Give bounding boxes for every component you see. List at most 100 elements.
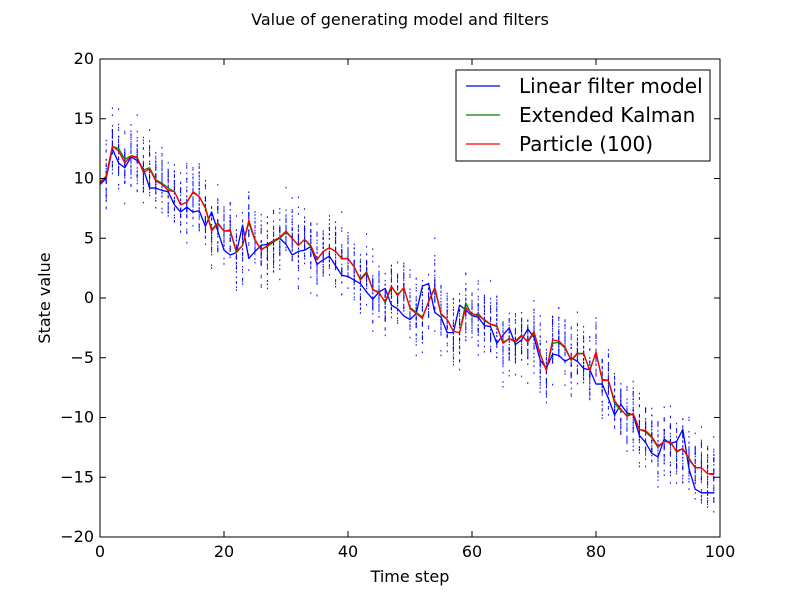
particle-sample-point — [192, 182, 194, 185]
particle-sample-point — [248, 197, 250, 199]
particle-sample-point — [359, 308, 361, 310]
particle-sample-point — [545, 392, 547, 394]
particle-sample-point — [626, 422, 628, 425]
particle-sample-point — [446, 313, 448, 316]
particle-sample-point — [533, 322, 535, 325]
particle-sample-point — [688, 463, 690, 466]
particle-sample-point — [248, 269, 250, 272]
particle-sample-point — [490, 345, 492, 348]
particle-sample-point — [502, 350, 504, 352]
particle-sample-point — [651, 431, 653, 434]
particle-sample-point — [111, 172, 113, 175]
particle-sample-point — [130, 136, 132, 139]
particle-sample-point — [452, 350, 454, 353]
particle-sample-point — [328, 260, 330, 262]
particle-sample-point — [682, 436, 684, 439]
particle-sample-point — [359, 303, 361, 306]
particle-sample-point — [694, 474, 696, 477]
particle-sample-point — [626, 407, 628, 410]
series-line-0 — [99, 147, 714, 494]
particle-sample-point — [428, 273, 430, 276]
particle-sample-point — [694, 498, 696, 500]
particle-sample-point — [428, 310, 430, 313]
particle-sample-point — [694, 455, 696, 458]
particle-sample-point — [173, 182, 175, 185]
particle-sample-point — [694, 451, 696, 454]
particle-sample-point — [266, 234, 268, 237]
particle-sample-point — [310, 276, 312, 278]
particle-sample-point — [266, 259, 268, 262]
legend-label: Extended Kalman — [519, 103, 695, 127]
particle-sample-point — [514, 318, 516, 321]
particle-sample-point — [459, 368, 461, 371]
particle-sample-point — [136, 190, 138, 193]
particle-sample-point — [713, 489, 715, 492]
particle-sample-point — [198, 204, 200, 206]
particle-sample-point — [521, 353, 523, 355]
particle-sample-point — [335, 246, 337, 249]
particle-sample-point — [713, 471, 715, 473]
particle-sample-point — [297, 269, 299, 272]
particle-sample-point — [180, 182, 182, 185]
particle-sample-point — [477, 354, 479, 356]
particle-sample-point — [533, 311, 535, 314]
particle-sample-point — [502, 339, 504, 341]
particle-sample-point — [266, 249, 268, 252]
particle-sample-point — [452, 337, 454, 340]
particle-sample-point — [669, 415, 671, 418]
particle-sample-point — [254, 225, 256, 227]
particle-sample-point — [149, 183, 151, 185]
particle-sample-point — [173, 207, 175, 209]
particle-sample-point — [713, 436, 715, 438]
particle-sample-point — [645, 407, 647, 409]
particle-sample-point — [694, 462, 696, 465]
particle-sample-point — [204, 228, 206, 231]
particle-sample-point — [285, 246, 287, 249]
particle-sample-point — [229, 216, 231, 219]
particle-sample-point — [713, 458, 715, 461]
particle-sample-point — [242, 258, 244, 261]
particle-sample-point — [167, 170, 169, 173]
particle-sample-point — [527, 353, 529, 356]
particle-sample-point — [390, 273, 392, 276]
particle-sample-point — [310, 263, 312, 265]
particle-sample-point — [452, 363, 454, 366]
particle-sample-point — [167, 179, 169, 182]
particle-sample-point — [328, 244, 330, 247]
particle-sample-point — [266, 241, 268, 244]
particle-sample-point — [149, 169, 151, 172]
particle-sample-point — [483, 298, 485, 301]
particle-sample-point — [242, 238, 244, 241]
particle-sample-point — [446, 310, 448, 312]
particle-sample-point — [694, 452, 696, 455]
particle-sample-point — [570, 353, 572, 356]
particle-sample-point — [533, 334, 535, 337]
particle-sample-point — [248, 233, 250, 236]
particle-sample-point — [304, 227, 306, 230]
particle-sample-point — [483, 304, 485, 307]
particle-sample-point — [266, 250, 268, 252]
particle-sample-point — [316, 264, 318, 267]
particle-sample-point — [192, 168, 194, 171]
particle-sample-point — [452, 314, 454, 316]
particle-sample-point — [229, 220, 231, 223]
particle-sample-point — [589, 364, 591, 366]
particle-sample-point — [700, 481, 702, 483]
particle-sample-point — [304, 234, 306, 236]
particle-sample-point — [576, 358, 578, 360]
particle-sample-point — [130, 177, 132, 179]
particle-sample-point — [539, 381, 541, 384]
particle-sample-point — [223, 218, 225, 220]
particle-sample-point — [514, 322, 516, 324]
particle-sample-point — [682, 459, 684, 462]
particle-sample-point — [626, 402, 628, 404]
particle-sample-point — [285, 227, 287, 230]
particle-sample-point — [707, 480, 709, 483]
particle-sample-point — [204, 229, 206, 232]
particle-sample-point — [483, 326, 485, 328]
particle-sample-point — [508, 341, 510, 343]
particle-sample-point — [273, 247, 275, 249]
particle-sample-point — [620, 401, 622, 404]
particle-sample-point — [390, 300, 392, 303]
particle-sample-point — [514, 359, 516, 361]
